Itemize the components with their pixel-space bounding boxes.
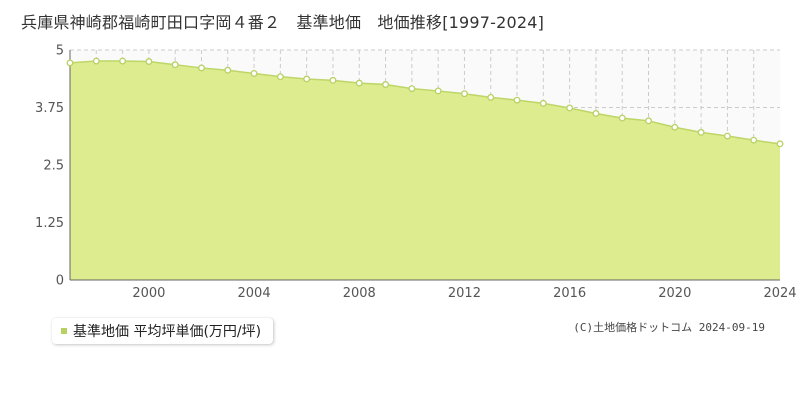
data-point: [171, 61, 179, 69]
x-tick-label: 2004: [238, 286, 271, 301]
y-tick-label: 1.25: [35, 216, 64, 231]
x-tick-label: 2024: [763, 286, 796, 301]
area-layer: [69, 60, 781, 280]
data-point: [145, 58, 153, 65]
x-tick-label: 2008: [343, 286, 376, 301]
data-point: [303, 75, 311, 83]
data-point: [408, 85, 416, 93]
data-point: [697, 128, 705, 136]
data-point: [355, 79, 363, 87]
y-tick-label: 3.75: [35, 101, 64, 116]
data-point: [645, 117, 652, 125]
x-tick-label: 2012: [448, 286, 481, 301]
y-tick-label: 0: [56, 274, 64, 289]
data-point: [66, 59, 74, 67]
legend: 基準地価 平均坪単価(万円/坪): [52, 318, 274, 344]
x-tick-label: 2000: [132, 286, 165, 301]
y-tick-label: 5: [56, 44, 64, 59]
x-tick-label: 2020: [658, 286, 691, 301]
data-point: [250, 70, 258, 77]
x-tick-label: 2016: [553, 286, 586, 301]
data-point: [119, 57, 127, 65]
data-point: [434, 87, 442, 95]
axis-layer: [69, 50, 780, 281]
data-point: [276, 73, 284, 81]
legend-label: 基準地価 平均坪単価(万円/坪): [73, 324, 262, 340]
data-point: [224, 66, 232, 74]
series-line: [69, 60, 781, 145]
data-point: [539, 99, 547, 107]
data-point: [329, 76, 337, 84]
data-point: [723, 132, 731, 140]
legend-swatch: [61, 328, 67, 334]
label-layer: 0 1.25 2.5 3.75 5 2000 2004 2008 2012 2016 2020 202…: [35, 44, 797, 302]
data-point: [460, 90, 468, 98]
data-point: [382, 81, 390, 88]
data-point: [198, 64, 205, 72]
data-point: [566, 104, 574, 112]
marker-layer: [66, 57, 784, 148]
data-point: [750, 136, 758, 144]
data-point: [592, 110, 600, 117]
page-title: 兵庫県神崎郡福崎町田口字岡４番２ 基準地価 地価推移[1997-2024]: [21, 13, 545, 32]
data-point: [618, 114, 626, 122]
series-area: [70, 61, 780, 280]
data-point: [776, 140, 784, 148]
copyright-text: (C)土地価格ドットコム 2024-09-19: [573, 321, 765, 334]
data-point: [487, 93, 495, 101]
data-point: [92, 57, 100, 65]
data-point: [513, 96, 521, 104]
y-tick-label: 2.5: [43, 159, 64, 174]
data-point: [671, 123, 679, 131]
